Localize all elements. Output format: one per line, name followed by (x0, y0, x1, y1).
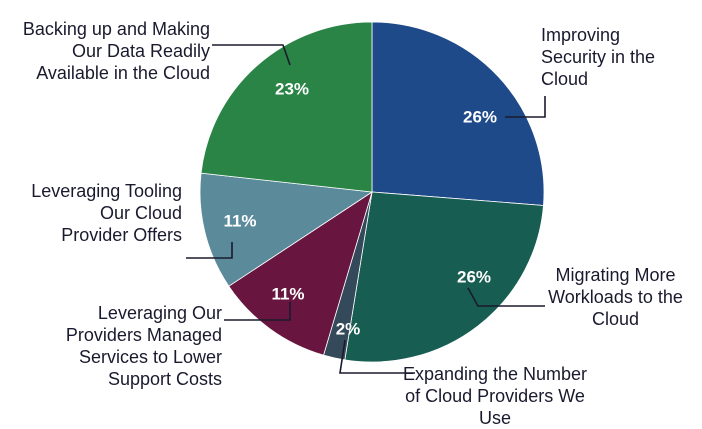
slice (228, 191, 373, 356)
slice (344, 191, 544, 363)
category-label: Leveraging Our Providers Managed Service… (65, 303, 222, 389)
data-label: 11% (271, 284, 304, 303)
slice (199, 172, 374, 287)
leader-line (186, 242, 233, 259)
leader-lines (186, 44, 546, 374)
category-label: Backing up and Making Our Data Readily A… (22, 19, 210, 83)
slice (200, 21, 373, 193)
pie (199, 21, 545, 363)
leader-line (224, 302, 291, 321)
data-label: 26% (463, 107, 497, 126)
category-label: Expanding the Number of Cloud Providers … (402, 364, 588, 428)
data-label: 26% (457, 267, 491, 286)
leader-line (505, 96, 546, 118)
category-label: Leveraging Tooling Our Cloud Provider Of… (31, 181, 182, 245)
leader-line (212, 44, 291, 66)
leader-line (339, 339, 415, 374)
data-label: 23% (275, 79, 309, 98)
data-label: 11% (223, 211, 256, 230)
leader-line (467, 287, 545, 307)
data-label: 2% (336, 319, 361, 338)
category-label: Improving Security in the Cloud (541, 25, 656, 89)
slice (371, 21, 545, 206)
category-label: Migrating More Workloads to the Cloud (548, 265, 683, 329)
